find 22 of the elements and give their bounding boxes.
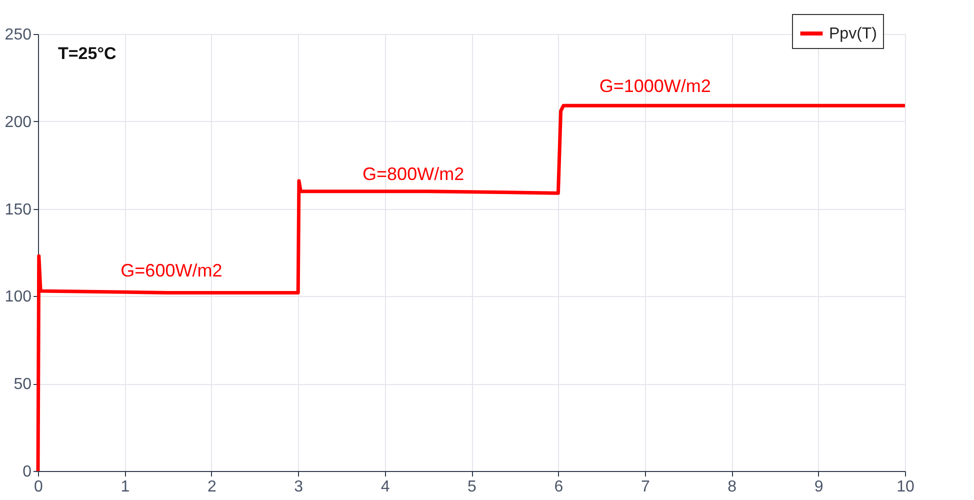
x-tick-label: 8 <box>728 478 737 496</box>
legend-label: Ppv(T) <box>829 26 877 42</box>
y-tick-label: 250 <box>4 26 32 44</box>
y-tick-label: 150 <box>4 201 32 218</box>
y-tick-label: 0 <box>22 464 32 480</box>
y-tick-label: 200 <box>4 114 32 131</box>
x-tick-label: 7 <box>640 478 650 496</box>
annotation: G=800W/m2 <box>362 164 464 184</box>
x-tick-label: 0 <box>34 478 44 496</box>
x-tick-label: 2 <box>207 478 216 496</box>
x-tick-label: 10 <box>896 478 914 496</box>
annotation: G=1000W/m2 <box>599 76 711 96</box>
x-tick-label: 5 <box>468 478 477 496</box>
y-tick-label: 100 <box>4 288 32 306</box>
x-tick-label: 3 <box>294 478 304 496</box>
x-tick-label: 6 <box>554 478 564 496</box>
annotation: T=25°C <box>58 44 116 63</box>
x-tick-label: 9 <box>814 478 824 496</box>
y-tick-label: 50 <box>14 376 32 394</box>
annotation: G=600W/m2 <box>120 260 222 281</box>
x-tick-label: 4 <box>380 478 390 496</box>
x-tick-label: 1 <box>120 478 130 496</box>
